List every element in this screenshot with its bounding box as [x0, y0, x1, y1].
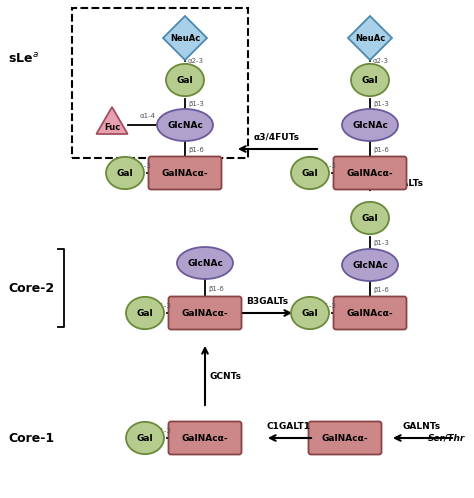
Text: GalNAcα-: GalNAcα-	[346, 308, 393, 318]
Text: β1-6: β1-6	[188, 147, 204, 153]
Text: β1-3: β1-3	[373, 240, 389, 246]
Text: β1-3: β1-3	[320, 163, 336, 169]
Ellipse shape	[291, 297, 329, 329]
Bar	[72, 8, 248, 158]
FancyBboxPatch shape	[334, 156, 407, 190]
Text: GlcNAc: GlcNAc	[352, 260, 388, 269]
Ellipse shape	[291, 157, 329, 189]
Text: Gal: Gal	[301, 308, 319, 318]
Text: GlcNAc: GlcNAc	[352, 121, 388, 129]
Text: β1-3: β1-3	[155, 428, 171, 434]
Text: Core-2: Core-2	[8, 281, 54, 294]
FancyBboxPatch shape	[168, 296, 241, 330]
Text: β1-3: β1-3	[188, 101, 204, 107]
Text: B3GALTs: B3GALTs	[246, 297, 288, 306]
Text: sLe$^a$: sLe$^a$	[8, 52, 39, 66]
Text: α2-3: α2-3	[373, 57, 389, 64]
Ellipse shape	[126, 297, 164, 329]
Text: GlcNAc: GlcNAc	[167, 121, 203, 129]
Text: GCNTs: GCNTs	[210, 372, 242, 380]
Text: β1-3: β1-3	[155, 303, 171, 309]
Ellipse shape	[177, 247, 233, 279]
Text: GALNTs: GALNTs	[403, 422, 441, 431]
FancyBboxPatch shape	[168, 421, 241, 455]
Text: Gal: Gal	[362, 214, 378, 223]
Text: β1-6: β1-6	[373, 147, 389, 153]
Polygon shape	[96, 107, 128, 134]
FancyBboxPatch shape	[334, 296, 407, 330]
Ellipse shape	[157, 109, 213, 141]
Ellipse shape	[351, 64, 389, 96]
Text: Gal: Gal	[301, 168, 319, 177]
Text: GalNAcα-: GalNAcα-	[182, 433, 228, 443]
Text: β1-3: β1-3	[320, 303, 336, 309]
Text: β1-6: β1-6	[373, 287, 389, 293]
Ellipse shape	[351, 202, 389, 234]
Text: GalNAcα-: GalNAcα-	[162, 168, 208, 177]
Text: Fuc: Fuc	[104, 123, 120, 131]
Text: β1-3: β1-3	[373, 101, 389, 107]
Text: Gal: Gal	[362, 76, 378, 85]
Text: ST3GALTs: ST3GALTs	[375, 178, 423, 188]
Text: NeuAc: NeuAc	[170, 33, 200, 42]
Text: Gal: Gal	[137, 433, 153, 443]
Ellipse shape	[342, 249, 398, 281]
Text: β1-6: β1-6	[208, 286, 224, 292]
Text: α1-4: α1-4	[140, 113, 156, 119]
Ellipse shape	[342, 109, 398, 141]
Text: Gal: Gal	[177, 76, 193, 85]
FancyBboxPatch shape	[148, 156, 221, 190]
Ellipse shape	[126, 422, 164, 454]
Text: Gal: Gal	[137, 308, 153, 318]
FancyBboxPatch shape	[309, 421, 382, 455]
Text: GalNAcα-: GalNAcα-	[346, 168, 393, 177]
Text: Gal: Gal	[117, 168, 133, 177]
Text: α3/4FUTs: α3/4FUTs	[254, 132, 300, 141]
Polygon shape	[348, 16, 392, 60]
Polygon shape	[163, 16, 207, 60]
Text: β1-3: β1-3	[135, 163, 151, 169]
Text: Core-1: Core-1	[8, 431, 54, 445]
Text: α2-3: α2-3	[188, 57, 204, 64]
Text: NeuAc: NeuAc	[355, 33, 385, 42]
Text: C1GALT1: C1GALT1	[267, 422, 311, 431]
Text: GalNAcα-: GalNAcα-	[182, 308, 228, 318]
Text: GlcNAc: GlcNAc	[187, 258, 223, 267]
Ellipse shape	[166, 64, 204, 96]
Ellipse shape	[106, 157, 144, 189]
Text: GalNAcα-: GalNAcα-	[322, 433, 368, 443]
Text: Ser/Thr: Ser/Thr	[428, 433, 465, 443]
